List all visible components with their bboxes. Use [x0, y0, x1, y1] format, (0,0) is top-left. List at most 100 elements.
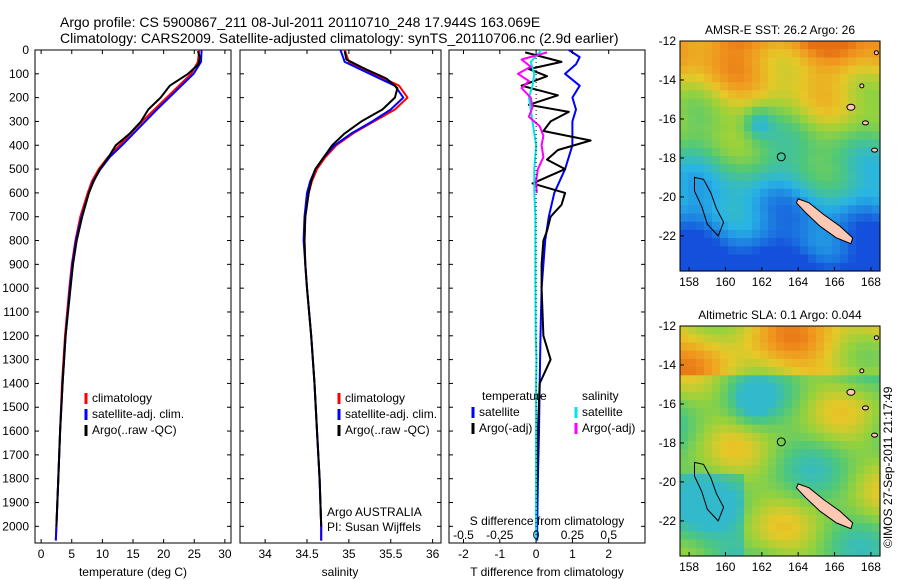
- map-cell: [840, 213, 849, 223]
- map-cell: [688, 539, 697, 549]
- map-cell: [832, 180, 841, 190]
- map-cell: [848, 514, 857, 524]
- map-cell: [712, 350, 721, 360]
- temperature-frame: [34, 49, 232, 544]
- map-cell: [696, 131, 705, 141]
- map-cell: [864, 131, 873, 141]
- map-cell: [736, 49, 745, 59]
- map-cell: [872, 73, 881, 83]
- depth-tick-label: 800: [9, 234, 29, 248]
- map-cell: [704, 131, 713, 141]
- map-cell: [680, 449, 689, 459]
- map-cell: [872, 326, 881, 335]
- map-cell: [752, 41, 761, 50]
- map-cell: [736, 82, 745, 91]
- map-cell: [744, 367, 753, 376]
- map-cell: [776, 139, 785, 149]
- map-cell: [680, 432, 689, 442]
- map-cell: [840, 164, 849, 174]
- map-cell: [848, 98, 857, 108]
- map-cell: [800, 221, 809, 231]
- map-cell: [688, 547, 697, 557]
- map-cell: [720, 221, 729, 231]
- map-cell: [768, 238, 777, 247]
- map-cell: [704, 482, 713, 491]
- map-cell: [848, 498, 857, 508]
- map-cell: [704, 123, 713, 132]
- map-cell: [712, 147, 721, 157]
- map-cell: [760, 465, 769, 475]
- map-cell: [760, 391, 769, 401]
- map-cell: [832, 123, 841, 132]
- map-cell: [856, 229, 865, 239]
- map-cell: [784, 147, 793, 157]
- map-cell: [840, 238, 849, 247]
- map-cell: [760, 197, 769, 206]
- map-cell: [808, 416, 817, 426]
- map-cell: [768, 547, 777, 557]
- map-cell: [808, 547, 817, 557]
- map-cell: [720, 246, 729, 256]
- map-cell: [840, 326, 849, 335]
- map-cell: [696, 57, 705, 67]
- map-cell: [864, 205, 873, 215]
- map-cell: [744, 262, 753, 272]
- map-cell: [712, 539, 721, 549]
- map-cell: [736, 391, 745, 401]
- map-cell: [768, 375, 777, 385]
- depth-tick-label: 1000: [2, 281, 29, 295]
- map-cell: [856, 350, 865, 360]
- map-cell: [736, 106, 745, 116]
- map-cell: [696, 172, 705, 182]
- map-cell: [840, 262, 849, 272]
- map-cell: [832, 139, 841, 149]
- map-cell: [792, 164, 801, 174]
- new-caledonia-land: [795, 198, 854, 245]
- series-line-climatology: [54, 49, 201, 541]
- map-cell: [856, 213, 865, 223]
- map-cell: [840, 41, 849, 50]
- map-cell: [848, 531, 857, 541]
- map-cell: [808, 57, 817, 67]
- map-cell: [840, 358, 849, 368]
- map-cell: [784, 205, 793, 215]
- map-cell: [712, 358, 721, 368]
- map-cell: [752, 254, 761, 264]
- map-cell: [800, 131, 809, 141]
- map-cell: [688, 531, 697, 541]
- map-cell: [848, 506, 857, 516]
- map-cell: [768, 131, 777, 141]
- map-cell: [736, 65, 745, 75]
- map-cell: [728, 73, 737, 83]
- map-cell: [760, 123, 769, 132]
- map-cell: [696, 238, 705, 247]
- map-cell: [752, 399, 761, 409]
- map-cell: [704, 147, 713, 157]
- map-cell: [680, 523, 689, 532]
- map-cell: [832, 539, 841, 549]
- map-cell: [760, 82, 769, 91]
- map-cell: [688, 65, 697, 75]
- map-cell: [696, 65, 705, 75]
- map-cell: [760, 375, 769, 385]
- map-cell: [688, 90, 697, 100]
- map-cell: [872, 57, 881, 67]
- map-cell: [848, 57, 857, 67]
- map-cell: [856, 49, 865, 59]
- map-cell: [712, 188, 721, 198]
- map-cell: [744, 114, 753, 124]
- map-cell: [832, 547, 841, 557]
- map-cell: [744, 449, 753, 459]
- map-cell: [752, 326, 761, 335]
- map-cell: [752, 350, 761, 360]
- map-cell: [688, 254, 697, 264]
- map-cell: [832, 416, 841, 426]
- x-tick-label: 30: [218, 547, 232, 561]
- map-cell: [872, 408, 881, 417]
- map-cell: [776, 205, 785, 215]
- map-cell: [856, 164, 865, 174]
- map-cell: [768, 506, 777, 516]
- map-cell: [872, 523, 881, 532]
- map-cell: [696, 424, 705, 434]
- map-cell: [800, 229, 809, 239]
